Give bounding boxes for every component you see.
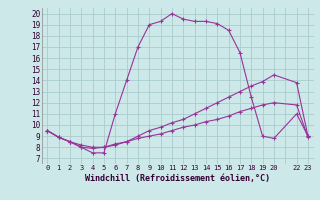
X-axis label: Windchill (Refroidissement éolien,°C): Windchill (Refroidissement éolien,°C): [85, 174, 270, 183]
